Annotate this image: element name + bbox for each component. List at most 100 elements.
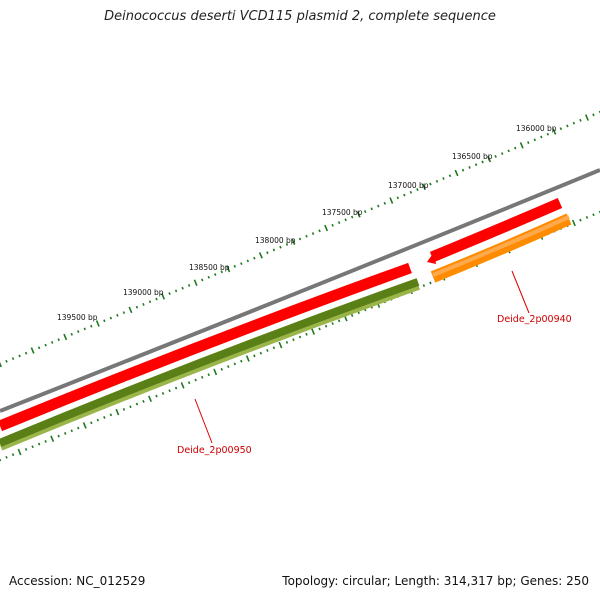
outer-tick-minor	[77, 330, 80, 333]
outer-tick-major	[487, 155, 492, 163]
outer-tick-minor	[44, 343, 47, 347]
inner-tick-major	[213, 368, 218, 376]
outer-tick-major	[161, 293, 166, 300]
outer-tick-minor	[442, 177, 445, 180]
inner-tick-major	[245, 355, 250, 362]
outer-tick-minor	[507, 149, 510, 153]
backbone-ring	[0, 168, 600, 413]
inner-tick-minor	[266, 349, 269, 352]
inner-tick-minor	[57, 434, 60, 438]
inner-tick-minor	[285, 340, 289, 344]
outer-tick-minor	[103, 319, 106, 323]
outer-tick-minor	[116, 313, 119, 317]
inner-tick-minor	[90, 421, 93, 425]
inner-tick-minor	[5, 455, 8, 459]
outer-tick-major	[552, 128, 557, 135]
bp-tick-label: 138000 bp	[255, 236, 296, 245]
outer-tick-major	[226, 265, 231, 273]
inner-tick-minor	[44, 439, 47, 443]
inner-tick-minor	[64, 432, 67, 435]
inner-tick-major	[148, 395, 152, 403]
outer-tick-minor	[592, 113, 595, 117]
outer-tick-minor	[500, 152, 504, 156]
outer-tick-minor	[403, 193, 406, 197]
inner-tick-minor	[24, 447, 28, 451]
outer-tick-major	[356, 211, 361, 218]
accession-text: Accession: NC_012529	[9, 574, 146, 588]
bp-tick-label: 138500 bp	[189, 263, 230, 272]
outer-tick-minor	[527, 141, 530, 144]
outer-tick-minor	[474, 163, 478, 167]
inner-tick-major	[278, 341, 283, 349]
outer-tick-minor	[57, 338, 60, 342]
gene-feature-deide-2p00940-orange-highlight	[432, 215, 570, 277]
inner-tick-minor	[155, 394, 158, 398]
inner-tick-major	[571, 219, 576, 227]
outer-tick-minor	[461, 168, 465, 172]
outer-tick-major	[193, 279, 198, 286]
outer-tick-minor	[233, 264, 236, 268]
inner-tick-minor	[220, 367, 223, 371]
map-title: Deinococcus deserti VCD115 plasmid 2, co…	[104, 9, 496, 24]
outer-tick-minor	[246, 259, 250, 263]
gene-label-deide-2p00950[interactable]: Deide_2p00950	[177, 445, 252, 456]
outer-tick-major	[128, 306, 133, 314]
inner-tick-minor	[200, 375, 204, 379]
outer-tick-minor	[18, 354, 21, 358]
inner-tick-minor	[331, 322, 334, 325]
outer-tick-minor	[370, 207, 373, 211]
outer-tick-major	[584, 114, 589, 121]
sequence-summary: Topology: circular; Length: 314,317 bp; …	[282, 574, 589, 588]
inner-tick-minor	[174, 386, 178, 390]
outer-tick-minor	[435, 179, 439, 183]
inner-tick-minor	[272, 346, 276, 350]
outer-tick-minor	[318, 229, 321, 233]
inner-tick-major	[82, 422, 87, 429]
outer-tick-minor	[331, 223, 334, 227]
inner-tick-minor	[11, 453, 15, 457]
inner-tick-minor	[207, 373, 210, 377]
inner-tick-minor	[422, 284, 426, 288]
inner-tick-major	[17, 448, 22, 456]
inner-tick-minor	[109, 413, 113, 417]
outer-tick-ring	[0, 110, 600, 368]
bp-tick-label: 137000 bp	[388, 181, 429, 190]
outer-tick-minor	[155, 297, 158, 301]
cds-feature-deide-2p00950-red[interactable]	[0, 262, 412, 432]
inner-tick-minor	[579, 218, 582, 222]
inner-tick-minor	[240, 359, 243, 363]
gene-label-deide-2p00940[interactable]: Deide_2p00940	[497, 314, 572, 325]
outer-tick-minor	[377, 204, 380, 208]
cds-feature-deide-2p00940-red[interactable]	[429, 197, 563, 263]
outer-tick-minor	[207, 275, 210, 279]
outer-tick-minor	[220, 270, 223, 274]
outer-tick-major	[0, 361, 2, 368]
bp-tick-label: 139000 bp	[123, 288, 164, 297]
outer-tick-major	[63, 333, 68, 341]
outer-tick-minor	[579, 118, 582, 122]
outer-tick-major	[454, 169, 459, 177]
inner-tick-minor	[585, 216, 589, 219]
inner-tick-major	[115, 408, 120, 416]
outer-tick-minor	[364, 210, 367, 213]
outer-tick-minor	[305, 234, 308, 238]
outer-tick-minor	[200, 278, 204, 282]
cds-arrowhead	[427, 252, 436, 264]
outer-tick-major	[389, 197, 394, 204]
inner-tick-minor	[168, 389, 171, 393]
bp-tick-labels: 136000 bp 136500 bp 137000 bp 137500 bp 1380…	[57, 124, 557, 322]
outer-tick-minor	[279, 245, 282, 249]
inner-tick-minor	[259, 351, 263, 355]
inner-tick-major	[50, 435, 55, 443]
outer-tick-minor	[285, 243, 289, 246]
outer-tick-minor	[468, 166, 471, 169]
outer-tick-minor	[540, 135, 543, 139]
outer-tick-minor	[533, 138, 536, 142]
outer-tick-minor	[298, 237, 302, 241]
inner-tick-minor	[233, 362, 236, 366]
outer-tick-minor	[566, 124, 569, 128]
outer-tick-minor	[514, 146, 517, 150]
outer-tick-minor	[429, 182, 432, 186]
outer-tick-minor	[448, 174, 452, 178]
